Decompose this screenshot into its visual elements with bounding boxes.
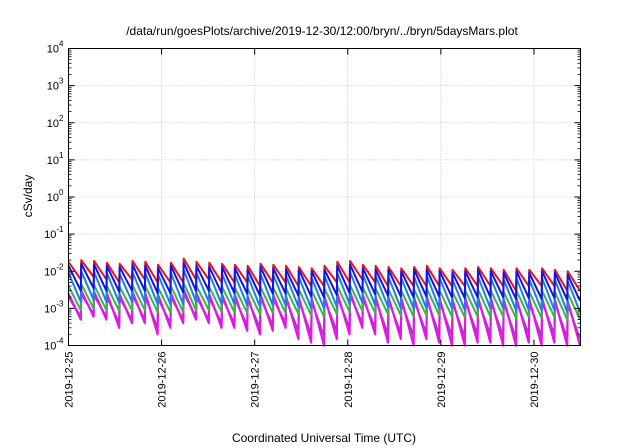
x-tick-label: 2019-12-29 — [436, 352, 448, 408]
y-tick-label: 10-2 — [44, 262, 64, 278]
y-tick-label: 104 — [47, 40, 64, 56]
y-tick-label: 10-1 — [44, 225, 64, 241]
y-tick-label: 100 — [47, 188, 64, 204]
x-tick-label: 2019-12-25 — [64, 352, 76, 408]
y-axis: 10-4 10-3 10-2 10-1 100 101 102 103 104 — [44, 40, 581, 353]
y-tick-label: 10-3 — [44, 299, 64, 315]
x-tick-label: 2019-12-27 — [250, 352, 262, 408]
x-axis-title: Coordinated Universal Time (UTC) — [232, 431, 416, 445]
x-axis: 2019-12-25 2019-12-26 2019-12-27 2019-12-28… — [64, 48, 541, 408]
y-tick-label: 101 — [47, 151, 64, 167]
x-tick-label: 2019-12-28 — [343, 352, 355, 408]
series-layer — [67, 257, 582, 347]
y-tick-label: 102 — [47, 114, 64, 130]
y-axis-title: cSv/day — [21, 175, 35, 218]
chart-title: /data/run/goesPlots/archive/2019-12-30/1… — [126, 24, 518, 38]
y-tick-label: 103 — [47, 77, 64, 93]
x-tick-label: 2019-12-30 — [529, 352, 541, 408]
y-tick-label: 10-4 — [44, 337, 64, 353]
series-line-2 — [67, 261, 581, 302]
x-tick-label: 2019-12-26 — [157, 352, 169, 408]
